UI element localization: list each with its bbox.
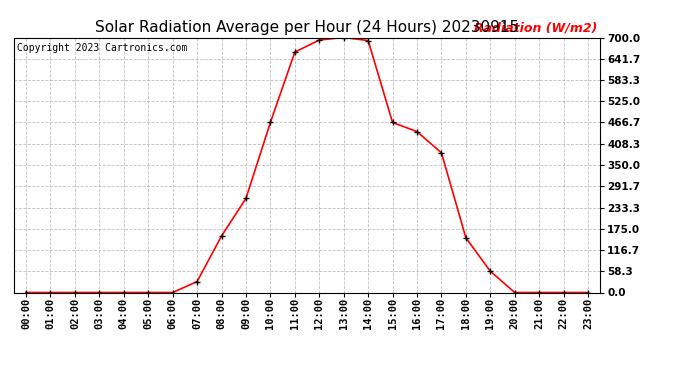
- Text: Copyright 2023 Cartronics.com: Copyright 2023 Cartronics.com: [17, 43, 187, 52]
- Title: Solar Radiation Average per Hour (24 Hours) 20230915: Solar Radiation Average per Hour (24 Hou…: [95, 20, 519, 35]
- Text: Radiation (W/m2): Radiation (W/m2): [474, 22, 598, 35]
